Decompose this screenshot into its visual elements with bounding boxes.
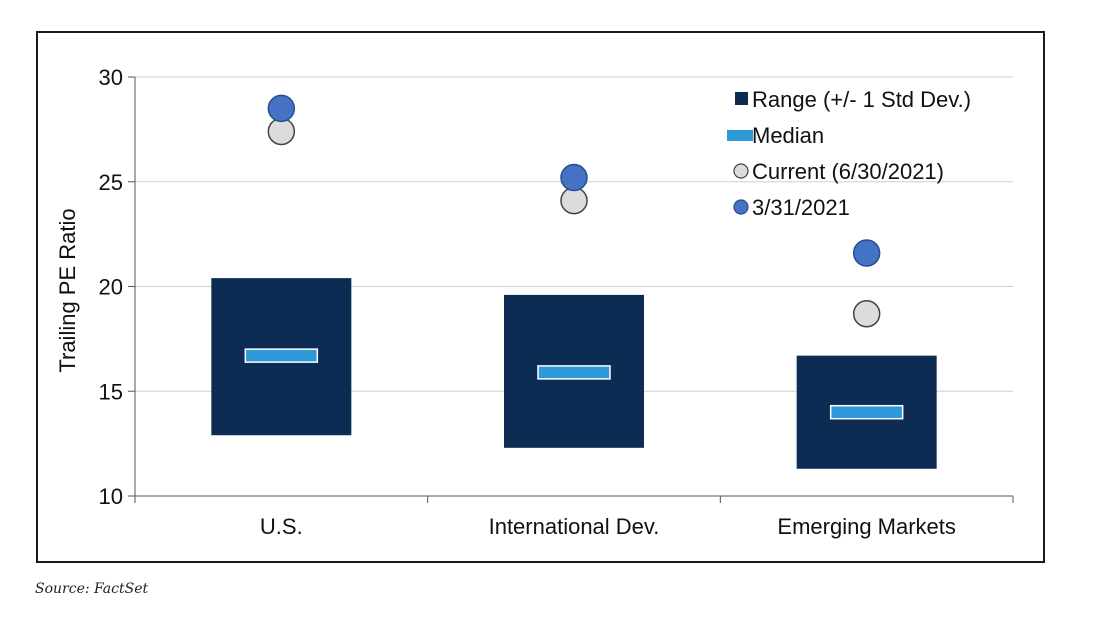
median-marker — [829, 404, 904, 420]
y-tick-label: 25 — [99, 170, 123, 195]
pe-ratio-chart: 10 15 20 25 30 Trailing PE Ratio U.S. Internati… — [55, 65, 1014, 539]
y-tick-label: 20 — [99, 275, 123, 300]
y-tick-label: 15 — [99, 379, 123, 404]
legend-swatch-circle — [733, 163, 749, 179]
legend-label: Current (6/30/2021) — [752, 159, 944, 184]
chart-frame: 10 15 20 25 30 Trailing PE Ratio U.S. Internati… — [36, 31, 1045, 563]
y-tick-label: 10 — [99, 484, 123, 509]
x-category-label: International Dev. — [489, 514, 660, 539]
legend-label: 3/31/2021 — [752, 195, 850, 220]
median-marker — [537, 365, 611, 380]
x-category-label: U.S. — [260, 514, 303, 539]
y-axis-label: Trailing PE Ratio — [55, 208, 80, 372]
legend-swatch-median — [727, 130, 753, 141]
median-marker — [244, 348, 319, 363]
current-marker — [267, 117, 296, 146]
legend-label: Median — [752, 123, 824, 148]
prior-marker — [267, 94, 296, 123]
legend-swatch-range — [735, 92, 748, 105]
current-marker — [852, 299, 881, 328]
current-marker — [560, 186, 588, 215]
legend-swatch-circle — [733, 199, 749, 215]
source-note: Source: FactSet — [35, 581, 149, 597]
legend-label: Range (+/- 1 Std Dev.) — [752, 87, 971, 112]
prior-marker — [852, 239, 881, 267]
prior-marker — [560, 163, 588, 192]
x-category-label: Emerging Markets — [777, 514, 956, 539]
y-tick-label: 30 — [99, 65, 123, 90]
